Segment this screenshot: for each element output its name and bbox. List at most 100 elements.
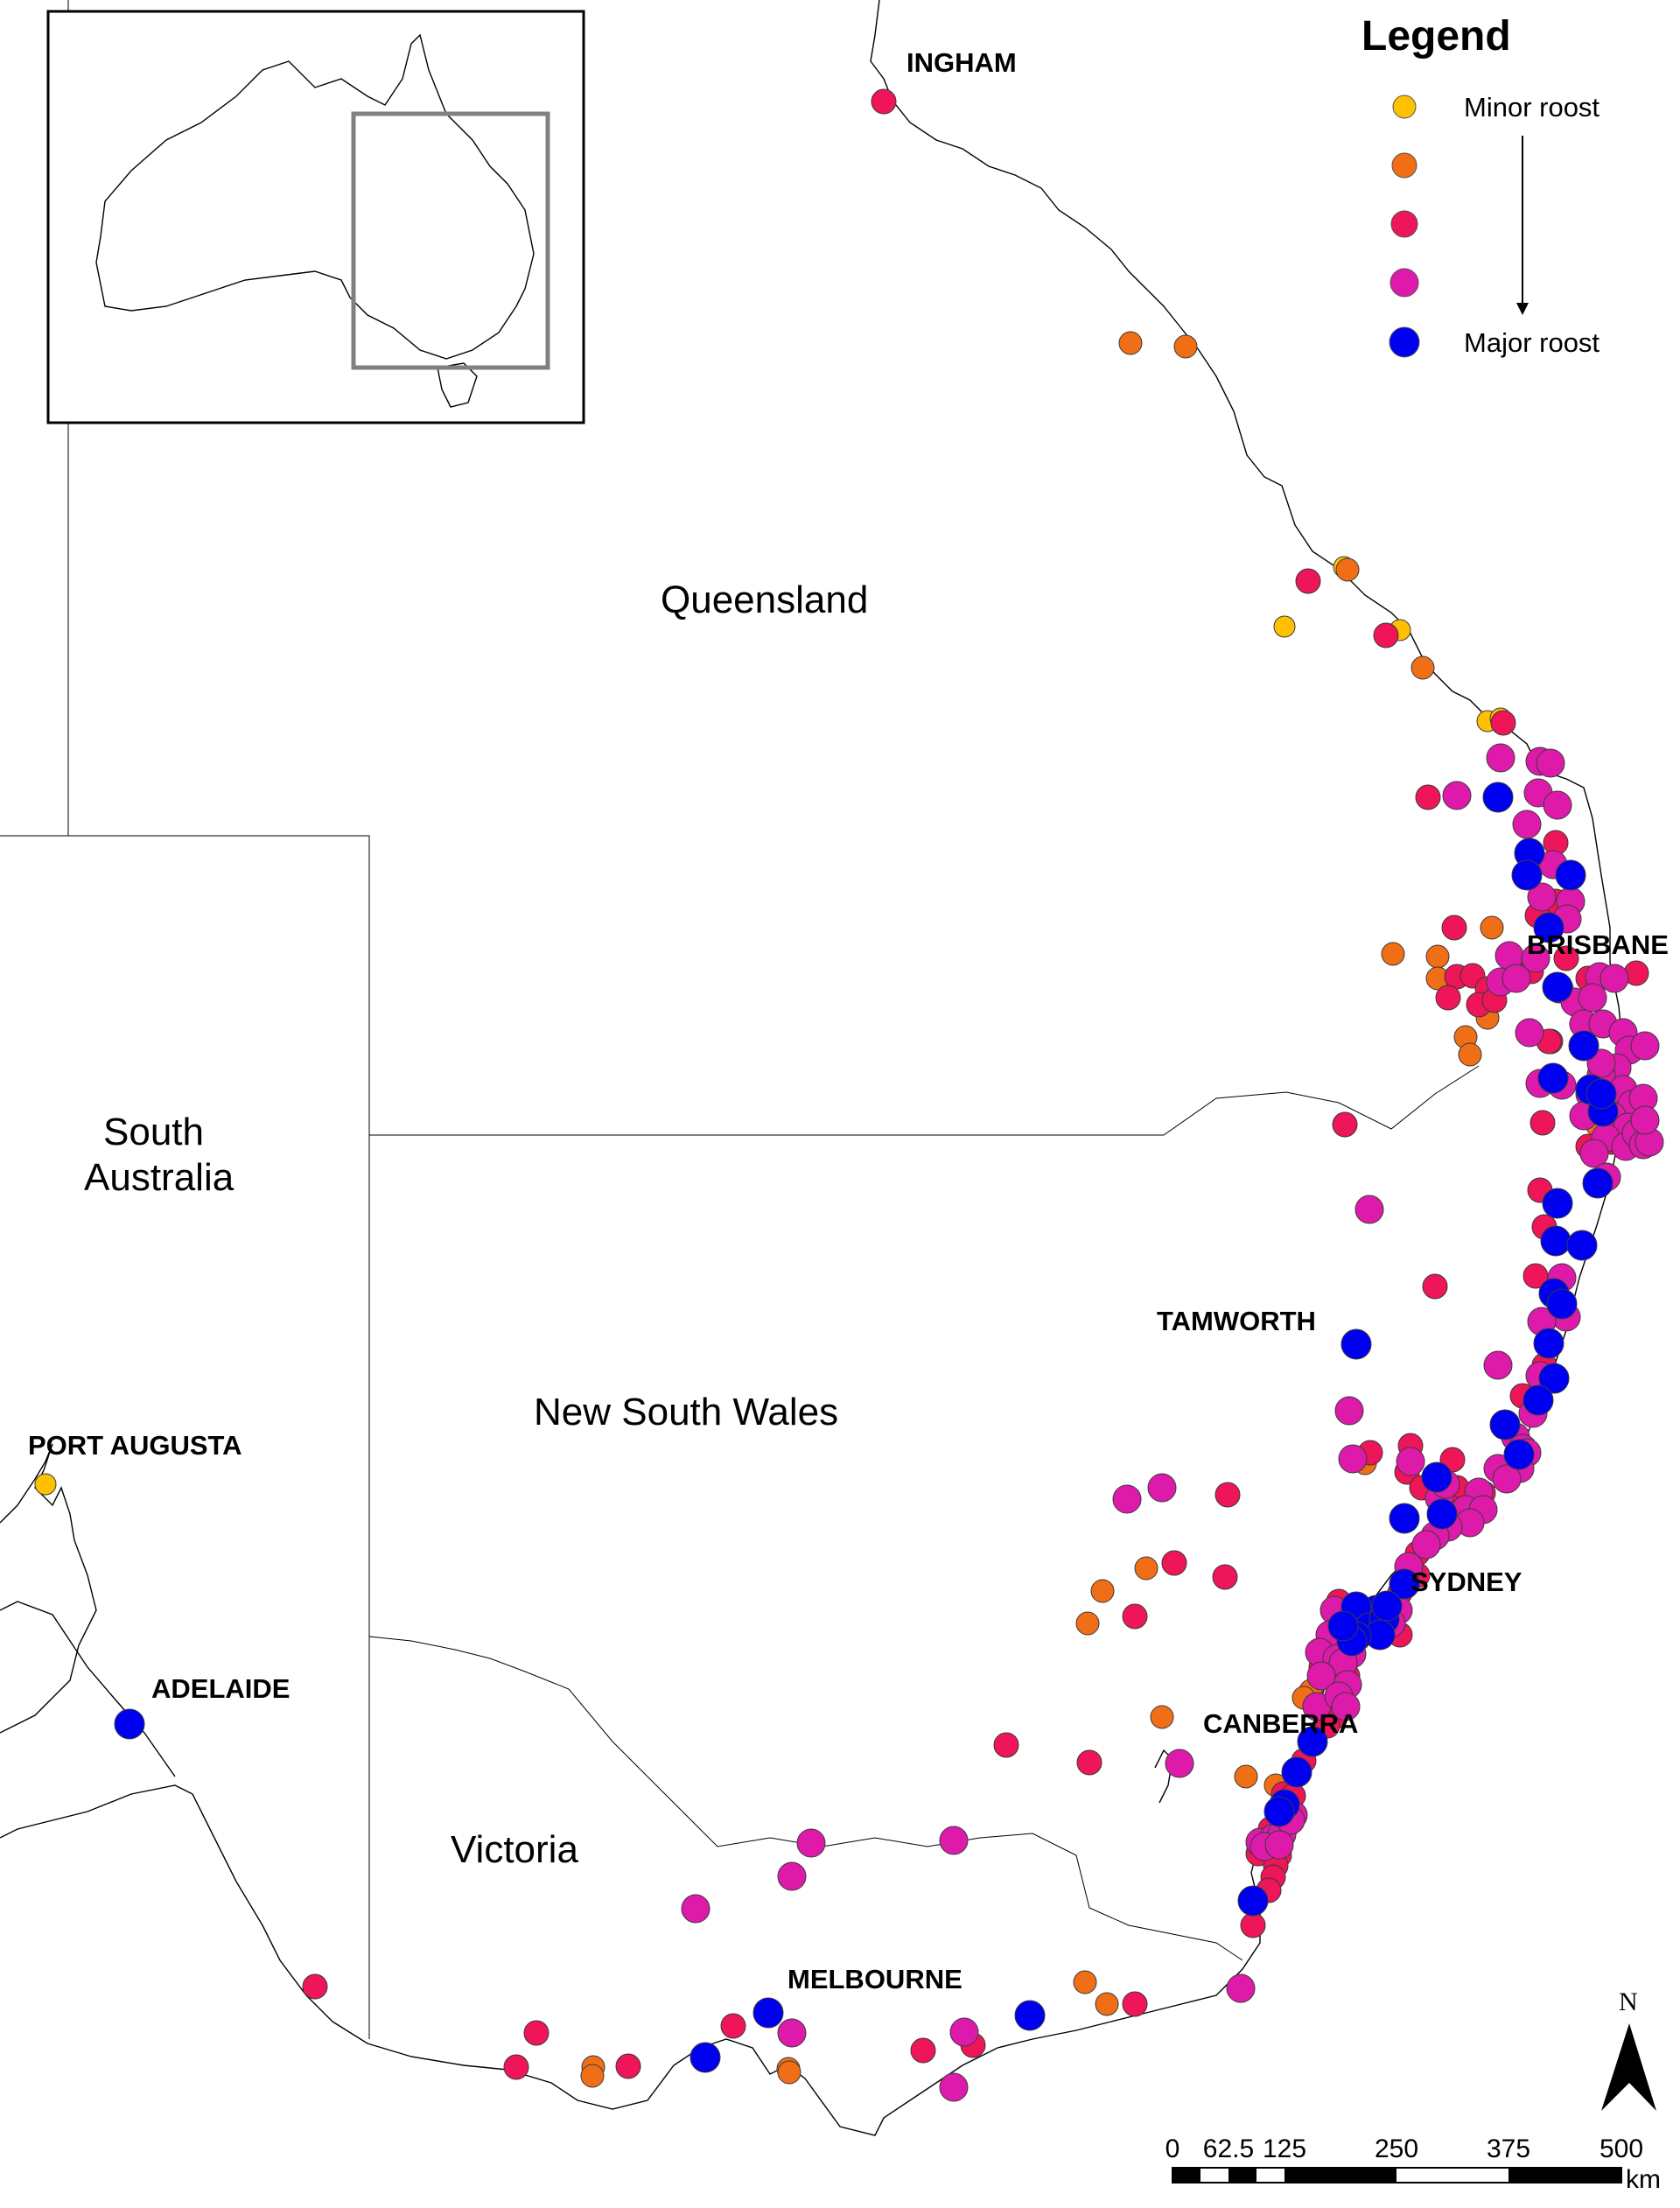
roost-marker <box>752 1997 784 2029</box>
roost-marker <box>1234 1764 1258 1789</box>
roost-marker <box>1147 1473 1177 1503</box>
city-label-brisbane: BRISBANE <box>1527 929 1669 960</box>
state-label-queensland: Queensland <box>661 578 868 621</box>
scale-unit: km <box>1626 2165 1661 2194</box>
roost-marker <box>1090 1579 1115 1603</box>
city-labels: INGHAM BRISBANE TAMWORTH SYDNEY CANBERRA… <box>28 47 1669 1994</box>
roost-marker <box>1389 1568 1420 1600</box>
roost-marker <box>1582 1167 1614 1199</box>
roost-marker <box>1426 1498 1458 1530</box>
roost-marker <box>1480 915 1504 940</box>
city-label-tamworth: TAMWORTH <box>1157 1306 1316 1336</box>
roost-marker <box>1542 971 1573 1003</box>
roost-marker <box>796 1828 826 1858</box>
state-label-nsw: New South Wales <box>534 1391 838 1433</box>
roost-marker <box>1273 615 1296 638</box>
legend-label-major: Major roost <box>1464 327 1600 358</box>
roost-marker <box>1512 810 1542 839</box>
roost-marker <box>1503 1439 1535 1470</box>
roost-marker <box>777 2060 802 2085</box>
legend-label-minor: Minor roost <box>1464 92 1600 123</box>
roost-marker <box>1335 557 1360 582</box>
state-labels: Queensland New South Wales Victoria Sout… <box>84 578 868 1871</box>
roost-marker <box>1118 331 1143 355</box>
scale-tick-label: 0 <box>1166 2134 1180 2163</box>
roost-marker <box>1076 1749 1102 1776</box>
roost-marker <box>1486 743 1516 773</box>
scale-tick-label: 125 <box>1263 2134 1306 2163</box>
legend-swatch-magenta <box>1390 268 1419 298</box>
roost-marker <box>1396 1447 1425 1476</box>
roost-marker <box>1527 882 1557 912</box>
roost-marker <box>1332 1111 1358 1138</box>
city-label-port-augusta: PORT AUGUSTA <box>28 1430 242 1461</box>
roost-marker <box>1371 1590 1403 1622</box>
roost-marker <box>1354 1195 1384 1224</box>
roost-marker <box>1630 1031 1660 1061</box>
roost-marker <box>681 1894 710 1924</box>
roost-marker <box>939 2072 969 2102</box>
city-label-ingham: INGHAM <box>906 47 1017 78</box>
roost-marker <box>1483 1350 1513 1380</box>
north-label: N <box>1619 1987 1638 2016</box>
roost-marker <box>1281 1756 1312 1788</box>
roost-marker <box>910 2037 936 2064</box>
roost-marker <box>1442 781 1472 810</box>
roost-marker <box>1150 1705 1174 1729</box>
roost-marker <box>1553 945 1579 971</box>
legend-arrow-head <box>1516 303 1529 315</box>
scale-tick-label: 62.5 <box>1203 2134 1254 2163</box>
roost-marker <box>777 2018 807 2048</box>
roost-marker <box>1490 710 1516 736</box>
scale-tick-label: 375 <box>1487 2134 1530 2163</box>
roost-marker <box>1075 1611 1100 1636</box>
roost-marker <box>1112 1484 1142 1514</box>
roost-marker <box>1422 1273 1448 1300</box>
roost-marker <box>777 1861 807 1891</box>
roost-marker <box>1489 1409 1521 1440</box>
roost-marker <box>1373 622 1399 648</box>
roost-marker <box>1389 1503 1420 1534</box>
roost-marker <box>1073 1970 1097 1994</box>
roost-marker <box>1515 1018 1544 1048</box>
roost-marker <box>1630 1105 1660 1135</box>
roost-marker <box>1566 1230 1598 1261</box>
roost-marker <box>1546 1288 1578 1320</box>
roost-marker <box>1134 1556 1158 1581</box>
city-label-canberra: CANBERRA <box>1203 1708 1358 1739</box>
roost-marker <box>1600 964 1629 993</box>
roost-marker <box>1014 2000 1046 2031</box>
state-label-sa-line2: Australia <box>84 1156 234 1199</box>
roost-marker <box>1578 983 1607 1013</box>
roost-marker <box>1492 1464 1522 1494</box>
north-arrow-icon <box>1601 2023 1656 2111</box>
state-label-victoria: Victoria <box>451 1828 578 1871</box>
roost-marker <box>1295 568 1321 594</box>
roost-marker <box>1340 1328 1372 1360</box>
scale-tick-label: 250 <box>1375 2134 1418 2163</box>
north-arrow: N <box>1601 1987 1656 2111</box>
scale-segment-3 <box>1284 2168 1396 2183</box>
roost-marker <box>1579 1139 1609 1168</box>
roost-marker <box>1568 1030 1600 1062</box>
roost-marker <box>1540 1225 1572 1257</box>
inset-extent-box <box>351 111 550 370</box>
state-label-sa-line1: South <box>103 1111 204 1153</box>
roost-marker <box>1264 1830 1294 1860</box>
roost-marker <box>1334 1396 1364 1426</box>
roost-marker <box>1425 944 1450 969</box>
roost-marker <box>1538 1363 1570 1394</box>
roost-marker <box>1173 334 1198 359</box>
roost-marker <box>1410 655 1435 680</box>
scale-ticks: 0 62.5 125 250 375 500 <box>1166 2134 1643 2163</box>
roost-marker <box>949 2017 979 2047</box>
roost-marker <box>1482 782 1514 813</box>
roost-marker <box>580 2064 605 2088</box>
roost-marker <box>1212 1564 1238 1590</box>
roost-marker <box>114 1708 145 1740</box>
roost-marker <box>1122 1603 1148 1630</box>
roost-marker <box>1555 859 1586 891</box>
roost-marker <box>1237 1885 1269 1917</box>
legend-swatch-major <box>1389 326 1420 358</box>
